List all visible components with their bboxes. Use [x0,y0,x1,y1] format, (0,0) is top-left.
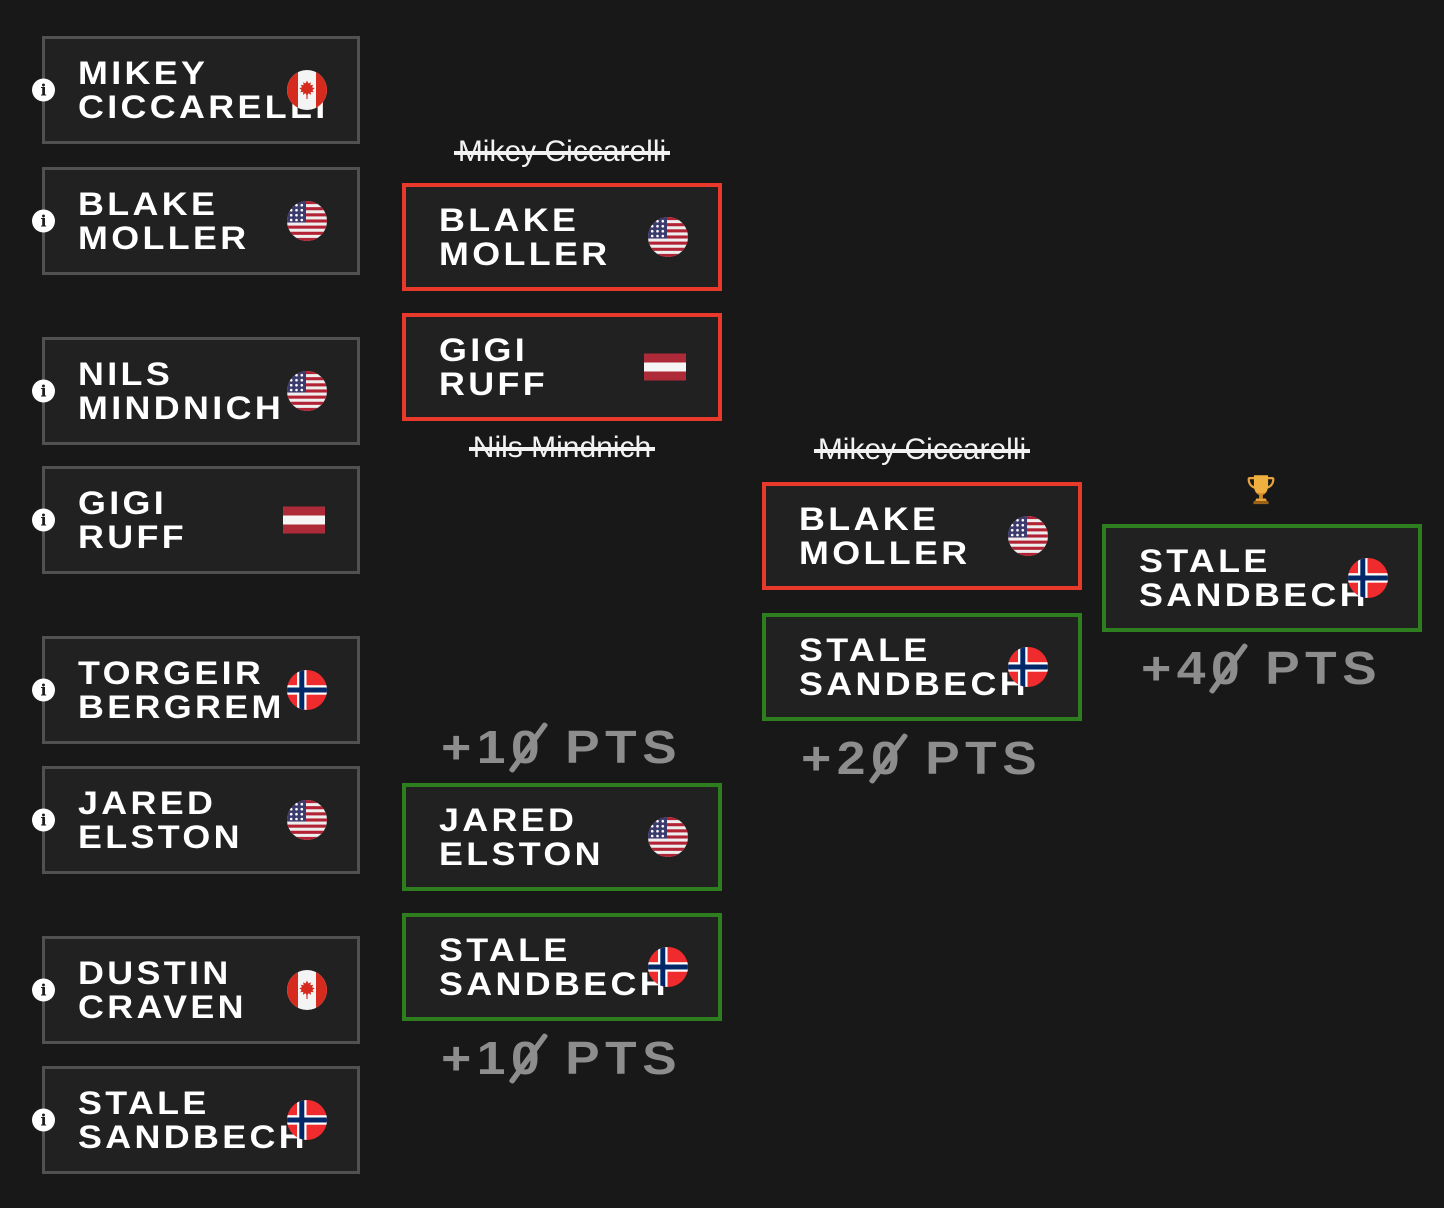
player-first-name: Stale [78,1085,210,1121]
player-name: Gigi Ruff [439,333,545,401]
round2-card-blake-moller[interactable]: Blake Moller [402,183,722,291]
player-card-blake-moller[interactable]: i Blake Moller [32,167,360,275]
player-last-name: Ruff [439,366,548,402]
us-flag-icon [648,817,688,857]
points-label-wrap: +10 PTS [402,718,722,776]
player-last-name: Moller [78,220,250,256]
player-name: Stale Sandbech [439,933,666,1001]
player-card-stale-sandbech[interactable]: i Stale Sandbech [32,1066,360,1174]
player-name: Stale Sandbech [1139,544,1366,612]
info-icon[interactable]: i [32,808,55,832]
player-first-name: Blake [78,186,219,222]
player-last-name: Bergrem [78,689,285,725]
player-name: Blake Moller [78,187,246,255]
player-name: Mikey Ciccarelli [78,56,325,124]
us-flag-icon [287,201,327,241]
at-flag-icon [283,506,325,534]
player-card-mikey-ciccarelli[interactable]: i Mikey Ciccarelli [32,36,360,144]
no-flag-icon [1008,647,1048,687]
player-first-name: Torgeir [78,655,265,691]
player-card-jared-elston[interactable]: i Jared Elston [32,766,360,874]
us-flag-icon [287,800,327,840]
player-last-name: Mindnich [78,390,285,426]
player-last-name: Sandbech [799,666,1029,702]
player-last-name: Elston [439,836,604,872]
no-flag-icon [648,947,688,987]
round2-card-gigi-ruff[interactable]: Gigi Ruff [402,313,722,421]
trophy-icon [1102,472,1420,506]
player-last-name: Sandbech [439,966,669,1002]
player-name: Nils Mindnich [78,357,281,425]
info-icon[interactable]: i [32,209,55,233]
us-flag-icon [1008,516,1048,556]
round2-card-jared-elston[interactable]: Jared Elston [402,783,722,891]
ca-flag-icon [287,970,327,1010]
points-label: +20 PTS [801,729,1042,787]
player-first-name: Blake [799,501,940,537]
player-last-name: Craven [78,989,247,1025]
player-name: Blake Moller [439,203,607,271]
info-icon[interactable]: i [32,678,55,702]
player-first-name: Mikey [78,55,209,91]
no-flag-icon [287,1100,327,1140]
player-card-dustin-craven[interactable]: i Dustin Craven [32,936,360,1044]
player-last-name: Ciccarelli [78,89,329,125]
player-card-torgeir-bergrem[interactable]: i Torgeir Bergrem [32,636,360,744]
player-name: Blake Moller [799,502,967,570]
player-name: Gigi Ruff [78,486,184,554]
player-last-name: Sandbech [1139,577,1369,613]
round3-card-stale-sandbech[interactable]: Stale Sandbech [762,613,1082,721]
player-last-name: Ruff [78,519,187,555]
info-icon[interactable]: i [32,379,55,403]
player-name: Torgeir Bergrem [78,656,281,724]
info-icon[interactable]: i [32,978,55,1002]
info-icon[interactable]: i [32,1108,55,1132]
ca-flag-icon [287,70,327,110]
player-first-name: Gigi [439,332,529,368]
player-first-name: Stale [1139,543,1271,579]
player-name: Jared Elston [78,786,240,854]
player-first-name: Blake [439,202,580,238]
points-label-wrap: +20 PTS [762,729,1082,787]
us-flag-icon [648,217,688,257]
round2-card-stale-sandbech[interactable]: Stale Sandbech [402,913,722,1021]
points-label: +10 PTS [441,718,682,776]
eliminated-name: Mikey Ciccarelli [453,135,671,168]
player-last-name: Moller [439,236,611,272]
player-first-name: Dustin [78,955,232,991]
points-label-wrap: +10 PTS [402,1029,722,1087]
eliminated-name: Nils Mindnich [468,431,656,464]
player-last-name: Moller [799,535,971,571]
player-last-name: Elston [78,819,243,855]
player-first-name: Jared [439,802,578,838]
champion-card-stale-sandbech[interactable]: Stale Sandbech [1102,524,1422,632]
points-label: +10 PTS [441,1029,682,1087]
player-last-name: Sandbech [78,1119,308,1155]
player-name: Dustin Craven [78,956,243,1024]
player-name: Stale Sandbech [799,633,1026,701]
player-card-gigi-ruff[interactable]: i Gigi Ruff [32,466,360,574]
round3-card-blake-moller[interactable]: Blake Moller [762,482,1082,590]
player-card-nils-mindnich[interactable]: i Nils Mindnich [32,337,360,445]
player-first-name: Nils [78,356,174,392]
player-name: Jared Elston [439,803,601,871]
us-flag-icon [287,371,327,411]
no-flag-icon [1348,558,1388,598]
player-first-name: Stale [439,932,571,968]
eliminated-name: Mikey Ciccarelli [813,433,1031,466]
info-icon[interactable]: i [32,78,55,102]
player-first-name: Jared [78,785,217,821]
at-flag-icon [644,353,686,381]
points-label-wrap: +40 PTS [1102,639,1422,697]
info-icon[interactable]: i [32,508,55,532]
player-name: Stale Sandbech [78,1086,305,1154]
no-flag-icon [287,670,327,710]
player-first-name: Stale [799,632,931,668]
player-first-name: Gigi [78,485,168,521]
points-label: +40 PTS [1141,639,1382,697]
